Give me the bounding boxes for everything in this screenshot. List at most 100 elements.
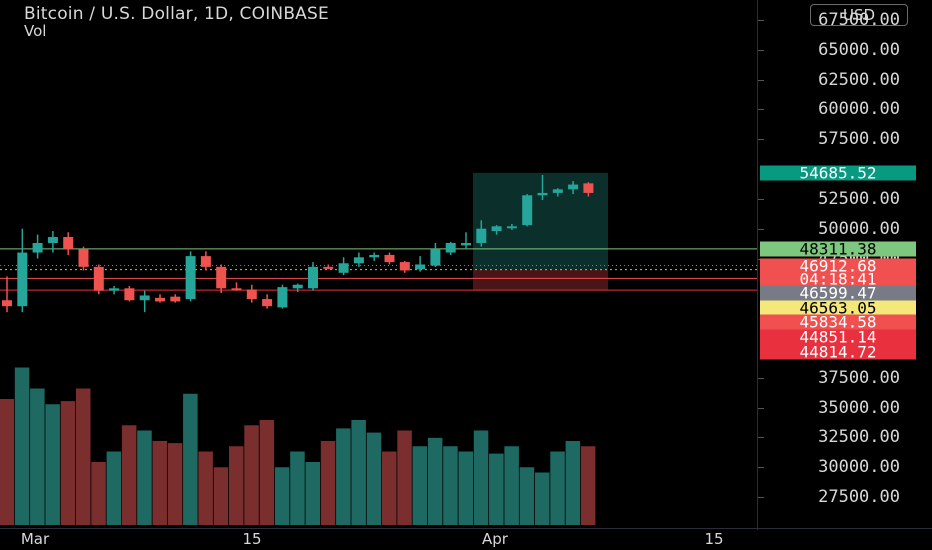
price-tick-mark xyxy=(758,467,764,469)
time-tick-label: 15 xyxy=(704,530,724,548)
candle-body xyxy=(552,189,563,193)
candle-body xyxy=(338,263,349,273)
price-tick-label: 60000.00 xyxy=(818,99,900,120)
price-tick-mark xyxy=(758,437,764,439)
price-tick-label: 50000.00 xyxy=(818,218,900,239)
candle-body xyxy=(537,192,548,196)
volume-bar xyxy=(412,446,428,525)
volume-bar xyxy=(473,430,489,525)
candle-body xyxy=(262,299,273,307)
volume-bar xyxy=(580,446,596,525)
volume-bar xyxy=(30,388,45,525)
volume-bar xyxy=(565,441,581,525)
volume-bar xyxy=(198,451,213,525)
volume-bar xyxy=(458,451,473,525)
candle-body xyxy=(231,288,242,291)
price-tick-label: 57500.00 xyxy=(818,129,900,150)
volume-bar xyxy=(213,467,229,525)
price-tick-mark xyxy=(758,228,764,230)
price-tick-label: 27500.00 xyxy=(818,487,900,507)
candle-body xyxy=(399,262,410,271)
price-tick-label: 65000.00 xyxy=(818,39,900,60)
volume-bar xyxy=(0,399,14,525)
volume-bar xyxy=(320,441,336,525)
price-tick-mark xyxy=(758,139,764,141)
volume-bar xyxy=(121,425,137,525)
candle-body xyxy=(47,237,58,243)
candle-body xyxy=(415,264,426,270)
price-tick-mark xyxy=(758,79,764,81)
currency-button[interactable]: USD xyxy=(810,4,908,26)
candle-body xyxy=(323,266,334,269)
candle-body xyxy=(93,266,104,291)
volume-bar xyxy=(76,388,91,525)
volume-bar xyxy=(489,453,504,525)
volume-bar xyxy=(91,462,106,525)
candle-body xyxy=(568,184,579,190)
candle-body xyxy=(506,226,517,229)
price-tick-label: 37500.00 xyxy=(818,367,900,388)
price-tick-label: 30000.00 xyxy=(818,457,900,478)
price-tick-label: 62500.00 xyxy=(818,69,900,90)
volume-bar xyxy=(443,446,458,525)
price-tick-mark xyxy=(758,377,764,379)
volume-bar xyxy=(366,432,382,525)
candle-body xyxy=(124,288,135,301)
volume-bar xyxy=(336,428,351,525)
stop-price-label: 44814.72 xyxy=(760,344,916,360)
price-tick-label: 67500.00 xyxy=(818,10,900,30)
volume-bar xyxy=(244,425,259,525)
candle-body xyxy=(2,300,12,307)
candle-body xyxy=(17,252,28,307)
volume-bar xyxy=(550,451,565,525)
volume-bar xyxy=(106,451,122,525)
target-price-label: 54685.52 xyxy=(760,165,916,181)
volume-bar xyxy=(60,401,76,525)
candle-body xyxy=(109,288,120,291)
candle-body xyxy=(369,254,380,258)
candle-body xyxy=(430,248,441,266)
price-tick-mark xyxy=(758,20,764,21)
symbol-title: Bitcoin / U.S. Dollar, 1D, COINBASE xyxy=(24,4,329,24)
level-label-1: 45834.58 xyxy=(760,314,916,330)
volume-bar xyxy=(427,437,443,525)
volume-bar xyxy=(382,451,397,525)
candle-body xyxy=(583,183,594,193)
volume-bar xyxy=(183,393,198,525)
volume-bar xyxy=(305,462,320,525)
price-axis-border xyxy=(757,0,758,530)
volume-bar xyxy=(504,446,519,525)
volume-bar xyxy=(137,430,152,525)
volume-bar xyxy=(152,441,167,525)
price-tick-mark xyxy=(758,49,764,51)
high-line-label: 48311.38 xyxy=(760,241,916,257)
volume-bar xyxy=(45,404,60,525)
dotted-line-label: 46563.05 xyxy=(760,300,916,316)
candle-body xyxy=(200,256,211,267)
candle-body xyxy=(277,287,288,308)
candle-body xyxy=(78,248,89,267)
stop-level-label: 44851.14 xyxy=(760,329,916,345)
volume-bar xyxy=(167,443,183,525)
volume-bar xyxy=(290,451,305,525)
candle-body xyxy=(292,284,303,289)
volume-indicator-label: Vol xyxy=(24,22,47,40)
stop-zone xyxy=(473,269,608,291)
volume-bar xyxy=(351,420,366,525)
candle-body xyxy=(384,254,395,263)
volume-bar xyxy=(397,430,412,525)
time-axis-border xyxy=(0,528,932,529)
time-tick-label: Apr xyxy=(482,530,508,548)
candle-body xyxy=(246,289,257,300)
volume-bar xyxy=(14,367,30,525)
candle-body xyxy=(522,195,533,226)
countdown-label: 04:18:41 xyxy=(760,271,916,287)
price-tick-mark xyxy=(758,198,764,200)
candle-body xyxy=(476,228,487,243)
volume-bar xyxy=(259,420,275,525)
price-tick-label: 52500.00 xyxy=(818,188,900,209)
last-price-label: 46912.68 xyxy=(760,258,916,274)
price-tick-mark xyxy=(758,109,764,111)
entry-price-label: 46599.47 xyxy=(760,285,916,301)
